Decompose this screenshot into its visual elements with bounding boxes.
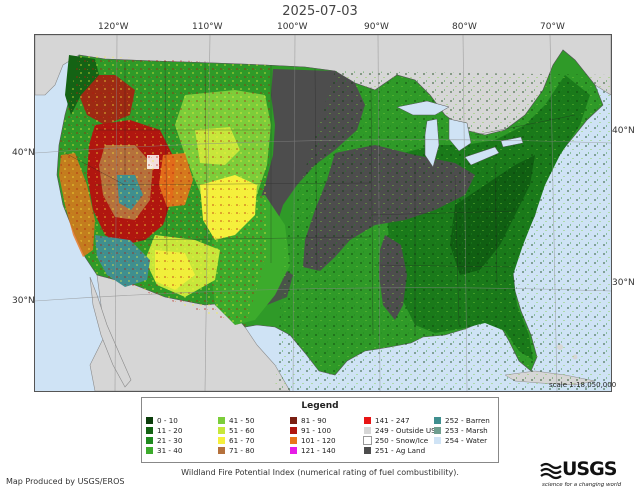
map-scale: scale 1:18,050,000 bbox=[549, 381, 617, 389]
lake-michigan bbox=[424, 118, 440, 168]
producer-credit: Map Produced by USGS/EROS bbox=[6, 477, 125, 486]
legend-swatch bbox=[218, 437, 225, 444]
legend-item: 11 - 20 bbox=[146, 426, 182, 435]
legend-item: 252 - Barren bbox=[434, 416, 490, 425]
lon-label-100w: 100°W bbox=[277, 22, 308, 32]
eastern-texture bbox=[275, 71, 611, 391]
legend-swatch bbox=[434, 427, 441, 434]
lon-label-80w: 80°W bbox=[452, 22, 477, 32]
legend-swatch bbox=[218, 417, 225, 424]
legend-swatch bbox=[290, 427, 297, 434]
legend-item: 31 - 40 bbox=[146, 446, 182, 455]
legend-swatch bbox=[146, 427, 153, 434]
legend-item: 71 - 80 bbox=[218, 446, 254, 455]
legend-swatch bbox=[146, 417, 153, 424]
legend-item: 91 - 100 bbox=[290, 426, 331, 435]
legend-swatch bbox=[364, 427, 371, 434]
usgs-wordmark: USGS bbox=[562, 458, 617, 480]
legend-swatch bbox=[290, 447, 297, 454]
legend-swatch bbox=[364, 417, 371, 424]
legend-item: 249 - Outside US bbox=[364, 426, 436, 435]
lon-label-90w: 90°W bbox=[364, 22, 389, 32]
legend: Legend 0 - 10 11 - 20 21 - 30 31 - 40 41… bbox=[141, 397, 499, 463]
legend-item: 81 - 90 bbox=[290, 416, 326, 425]
lat-label-left-30n: 30°N bbox=[12, 296, 35, 306]
legend-item: 61 - 70 bbox=[218, 436, 254, 445]
legend-swatch bbox=[218, 427, 225, 434]
legend-swatch bbox=[364, 447, 371, 454]
legend-item: 51 - 60 bbox=[218, 426, 254, 435]
baja-peninsula bbox=[89, 276, 132, 388]
lon-label-110w: 110°W bbox=[192, 22, 223, 32]
legend-item: 0 - 10 bbox=[146, 416, 178, 425]
legend-swatch bbox=[146, 437, 153, 444]
map-canvas bbox=[35, 35, 611, 391]
usgs-tagline: science for a changing world bbox=[542, 482, 622, 488]
legend-swatch bbox=[290, 437, 297, 444]
usgs-wave-icon bbox=[540, 462, 562, 480]
legend-item: 121 - 140 bbox=[290, 446, 336, 455]
legend-swatch bbox=[434, 417, 441, 424]
legend-item: 254 - Water bbox=[434, 436, 487, 445]
fire-potential-map[interactable] bbox=[34, 34, 612, 392]
lat-label-right-30n: 30°N bbox=[612, 278, 635, 288]
legend-swatch bbox=[434, 437, 441, 444]
western-texture bbox=[59, 55, 271, 327]
graticule bbox=[35, 35, 611, 391]
legend-swatch bbox=[146, 447, 153, 454]
legend-item: 253 - Marsh bbox=[434, 426, 488, 435]
lat-label-right-40n: 40°N bbox=[612, 126, 635, 136]
usgs-logo: USGS science for a changing world bbox=[540, 458, 632, 492]
legend-title: Legend bbox=[301, 401, 339, 411]
legend-item: 101 - 120 bbox=[290, 436, 336, 445]
legend-swatch bbox=[363, 436, 372, 445]
legend-swatch bbox=[218, 447, 225, 454]
lon-label-70w: 70°W bbox=[540, 22, 565, 32]
lake-ontario bbox=[500, 136, 524, 148]
legend-item: 21 - 30 bbox=[146, 436, 182, 445]
lon-label-120w: 120°W bbox=[98, 22, 129, 32]
legend-item: 41 - 50 bbox=[218, 416, 254, 425]
map-caption: Wildland Fire Potential Index (numerical… bbox=[181, 468, 459, 477]
legend-swatch bbox=[290, 417, 297, 424]
state-borders bbox=[64, 60, 576, 336]
lat-label-left-40n: 40°N bbox=[12, 148, 35, 158]
legend-item: 251 - Ag Land bbox=[364, 446, 425, 455]
legend-item: 250 - Snow/Ice bbox=[363, 436, 428, 445]
lake-superior bbox=[396, 100, 450, 116]
map-date-title: 2025-07-03 bbox=[282, 4, 358, 19]
legend-item: 141 - 247 bbox=[364, 416, 410, 425]
lake-erie bbox=[464, 146, 500, 166]
